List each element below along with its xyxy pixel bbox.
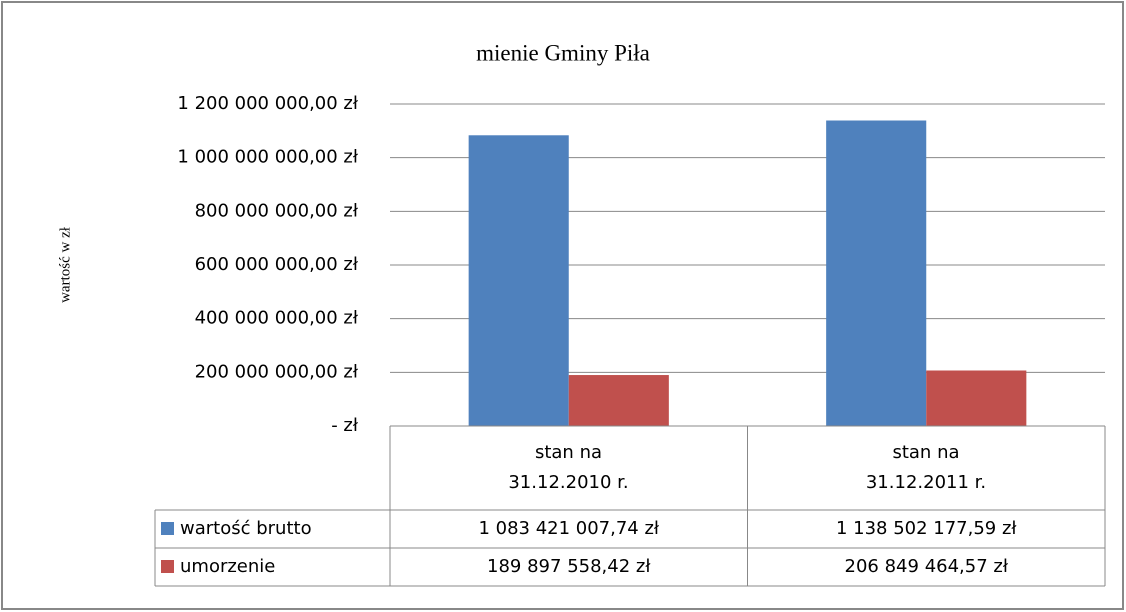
data-table-value: 189 897 558,42 zł bbox=[487, 556, 651, 577]
chart-title: mienie Gminy Piła bbox=[476, 40, 650, 65]
data-table-value: 206 849 464,57 zł bbox=[845, 556, 1009, 577]
data-table-value: 1 083 421 007,74 zł bbox=[478, 518, 659, 539]
y-tick-label: 1 200 000 000,00 zł bbox=[177, 93, 358, 114]
bar bbox=[826, 120, 927, 426]
y-tick-label: 200 000 000,00 zł bbox=[195, 361, 359, 382]
bar bbox=[468, 135, 569, 426]
y-tick-label: 1 000 000 000,00 zł bbox=[177, 147, 358, 168]
legend-swatch bbox=[161, 560, 174, 573]
data-table-value: 1 138 502 177,59 zł bbox=[836, 518, 1017, 539]
legend-swatch bbox=[161, 522, 174, 535]
y-axis-label: wartość w zł bbox=[57, 226, 73, 303]
y-tick-label: 600 000 000,00 zł bbox=[195, 254, 359, 275]
x-tick-label: stan na 31.12.2011 r. bbox=[865, 442, 987, 493]
legend-label: wartość brutto bbox=[180, 518, 312, 539]
y-tick-label: 400 000 000,00 zł bbox=[195, 308, 359, 329]
y-tick-label: - zł bbox=[331, 415, 359, 436]
y-tick-label: 800 000 000,00 zł bbox=[195, 200, 359, 221]
bar bbox=[568, 375, 669, 426]
legend-label: umorzenie bbox=[180, 556, 275, 577]
x-tick-label: stan na 31.12.2010 r. bbox=[508, 442, 629, 493]
bar bbox=[926, 370, 1027, 426]
